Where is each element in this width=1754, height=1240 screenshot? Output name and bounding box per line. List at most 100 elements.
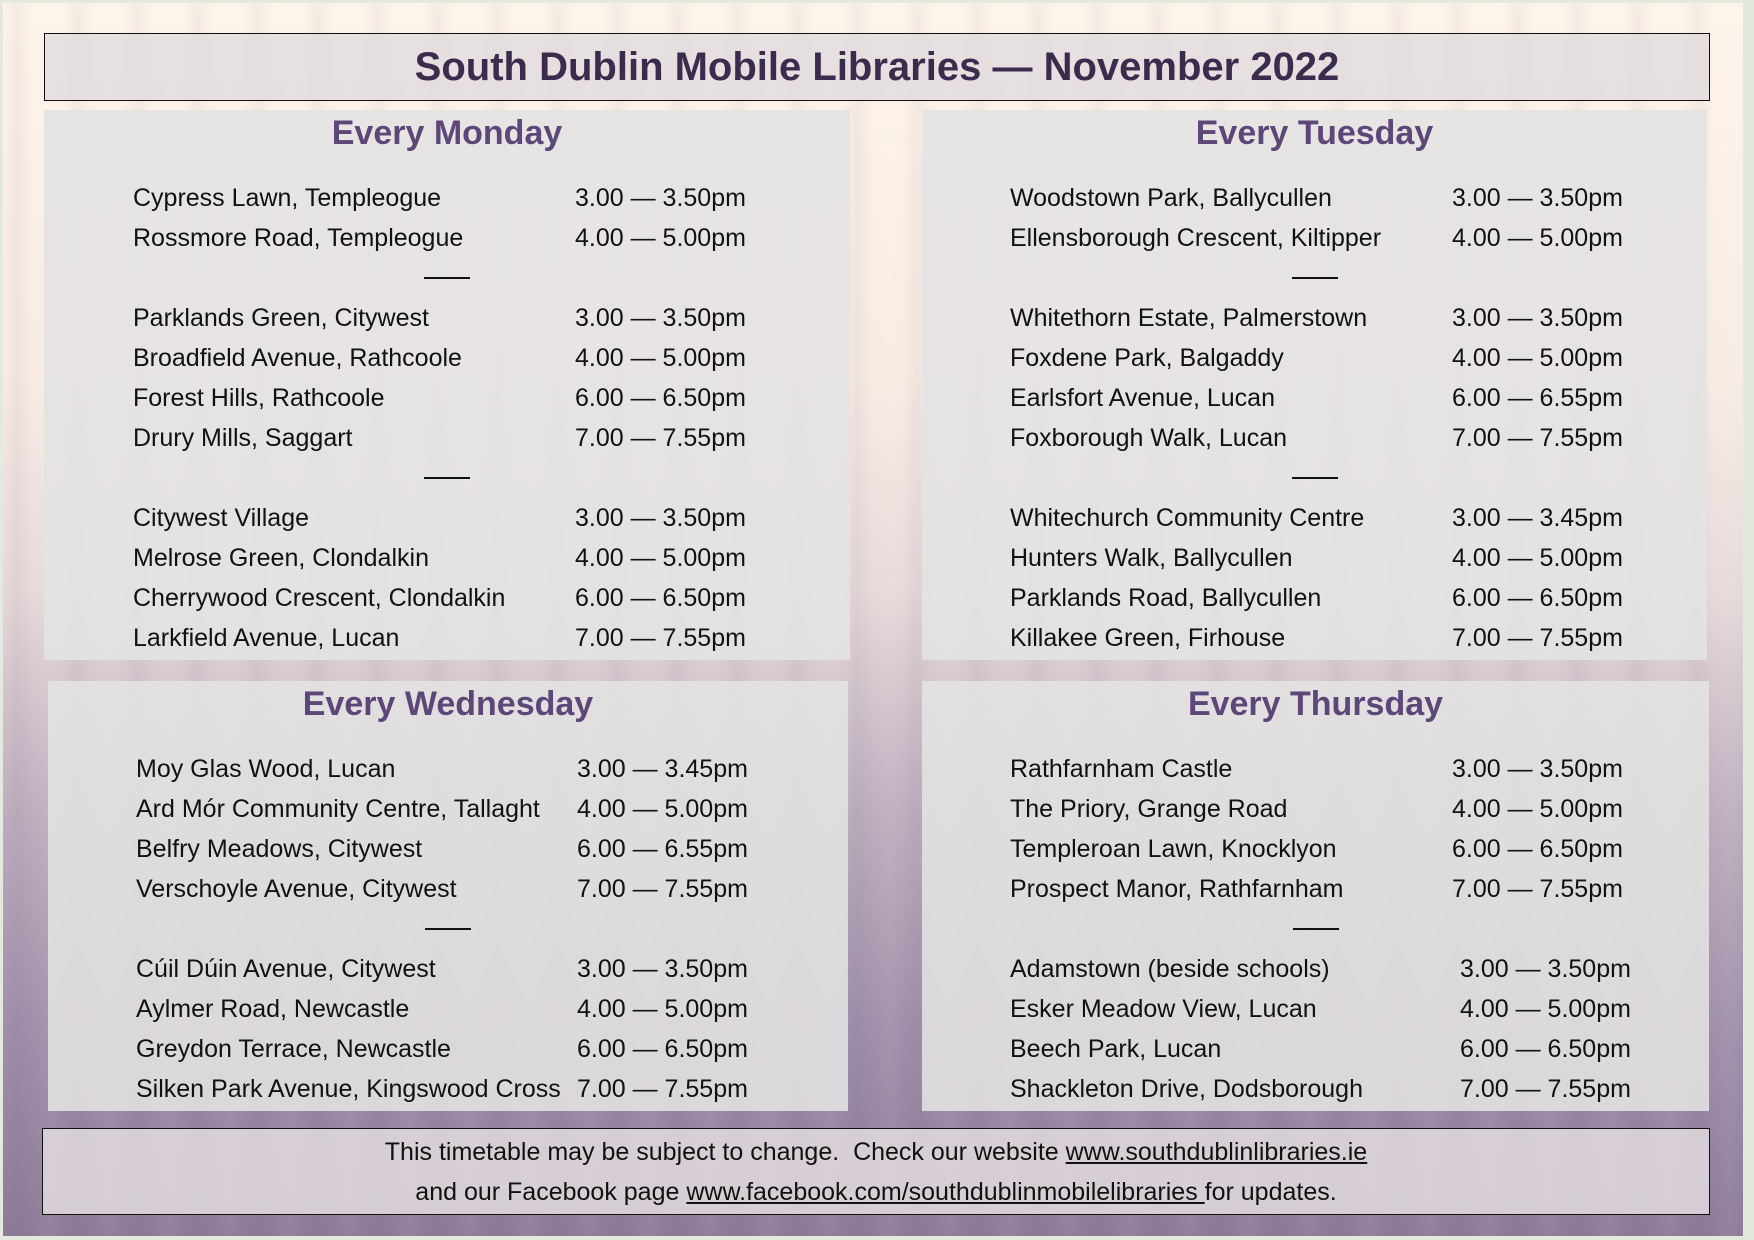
stop-time: 4.00 — 5.00pm: [575, 344, 746, 372]
tuesday-heading: Every Tuesday: [1195, 114, 1434, 152]
schedule-row: Beech Park, Lucan 6.00 — 6.50pm: [922, 1029, 1709, 1069]
stop-time: 6.00 — 6.50pm: [575, 584, 746, 612]
stop-location: Beech Park, Lucan: [1010, 1035, 1222, 1063]
stop-time: 4.00 — 5.00pm: [1452, 344, 1623, 372]
stop-time: 4.00 — 5.00pm: [1452, 795, 1623, 823]
separator-line: [424, 477, 470, 479]
schedule-row: Citywest Village 3.00 — 3.50pm: [44, 498, 850, 538]
footer-text-3: for updates.: [1204, 1178, 1337, 1206]
stop-location: Melrose Green, Clondalkin: [133, 544, 429, 572]
schedule-row: Ellensborough Crescent, Kiltipper 4.00 — …: [922, 218, 1707, 258]
stop-location: Cúil Dúin Avenue, Citywest: [136, 955, 436, 983]
stop-time: 7.00 — 7.55pm: [1452, 875, 1623, 903]
schedule-row: Templeroan Lawn, Knocklyon 6.00 — 6.50pm: [922, 829, 1709, 869]
stop-location: Hunters Walk, Ballycullen: [1010, 544, 1293, 572]
stop-location: Esker Meadow View, Lucan: [1010, 995, 1317, 1023]
stop-location: Rathfarnham Castle: [1010, 755, 1233, 783]
stop-location: Foxborough Walk, Lucan: [1010, 424, 1288, 452]
stop-location: Verschoyle Avenue, Citywest: [136, 875, 457, 903]
thursday-panel: Every Thursday Rathfarnham Castle 3.00 — 3…: [922, 681, 1709, 1111]
schedule-row: Moy Glas Wood, Lucan 3.00 — 3.45pm: [48, 749, 848, 789]
stop-location: Parklands Green, Citywest: [133, 304, 429, 332]
stop-time: 4.00 — 5.00pm: [575, 224, 746, 252]
schedule-row: Adamstown (beside schools) 3.00 — 3.50pm: [922, 949, 1709, 989]
tuesday-panel: Every Tuesday Woodstown Park, Ballycullen…: [922, 110, 1707, 660]
stop-time: 4.00 — 5.00pm: [1452, 224, 1623, 252]
schedule-row: Drury Mills, Saggart 7.00 — 7.55pm: [44, 418, 850, 458]
schedule-row: Woodstown Park, Ballycullen 3.00 — 3.50pm: [922, 178, 1707, 218]
schedule-row: Cypress Lawn, Templeogue 3.00 — 3.50pm: [44, 178, 850, 218]
separator-line: [1291, 477, 1338, 479]
schedule-row: Silken Park Avenue, Kingswood Cross 7.00 …: [48, 1069, 848, 1109]
footer-line-1: This timetable may be subject to change.…: [43, 1132, 1709, 1172]
schedule-row: Greydon Terrace, Newcastle 6.00 — 6.50pm: [48, 1029, 848, 1069]
schedule-row: Prospect Manor, Rathfarnham 7.00 — 7.55pm: [922, 869, 1709, 909]
stop-time: 7.00 — 7.55pm: [1452, 424, 1623, 452]
schedule-row: Belfry Meadows, Citywest 6.00 — 6.55pm: [48, 829, 848, 869]
schedule-row: Broadfield Avenue, Rathcoole 4.00 — 5.00p…: [44, 338, 850, 378]
schedule-row: Melrose Green, Clondalkin 4.00 — 5.00pm: [44, 538, 850, 578]
stop-time: 7.00 — 7.55pm: [575, 624, 746, 652]
group-separator: [44, 258, 850, 298]
stop-time: 7.00 — 7.55pm: [1452, 624, 1623, 652]
stop-time: 4.00 — 5.00pm: [1452, 544, 1623, 572]
stop-location: Rossmore Road, Templeogue: [133, 224, 464, 252]
stop-time: 3.00 — 3.50pm: [577, 955, 748, 983]
schedule-list: Cypress Lawn, Templeogue 3.00 — 3.50pm Ros…: [44, 178, 850, 658]
stop-location: Ellensborough Crescent, Kiltipper: [1010, 224, 1382, 252]
stop-time: 3.00 — 3.50pm: [575, 504, 746, 532]
schedule-list: Woodstown Park, Ballycullen 3.00 — 3.50pm…: [922, 178, 1707, 658]
stop-time: 3.00 — 3.50pm: [575, 304, 746, 332]
stop-location: Cypress Lawn, Templeogue: [133, 184, 442, 212]
stop-time: 7.00 — 7.55pm: [575, 424, 746, 452]
schedule-row: Foxdene Park, Balgaddy 4.00 — 5.00pm: [922, 338, 1707, 378]
schedule-row: Esker Meadow View, Lucan 4.00 — 5.00pm: [922, 989, 1709, 1029]
group-separator: [922, 258, 1707, 298]
facebook-link[interactable]: www.facebook.com/southdublinmobilelibrar…: [686, 1178, 1205, 1206]
footer-line-2: and our Facebook page www.facebook.com/s…: [43, 1172, 1709, 1212]
stop-location: Whitechurch Community Centre: [1010, 504, 1365, 532]
stop-location: Drury Mills, Saggart: [133, 424, 353, 452]
footer-notice: This timetable may be subject to change.…: [42, 1128, 1710, 1215]
stop-location: Cherrywood Crescent, Clondalkin: [133, 584, 506, 612]
stop-time: 3.00 — 3.50pm: [1452, 755, 1623, 783]
stop-location: Killakee Green, Firhouse: [1010, 624, 1286, 652]
stop-time: 3.00 — 3.50pm: [1460, 955, 1631, 983]
timetable-card: South Dublin Mobile Libraries — November…: [3, 3, 1743, 1236]
stop-location: Whitethorn Estate, Palmerstown: [1010, 304, 1368, 332]
stop-location: Foxdene Park, Balgaddy: [1010, 344, 1284, 372]
stop-location: Forest Hills, Rathcoole: [133, 384, 385, 412]
schedule-row: Whitechurch Community Centre 3.00 — 3.45p…: [922, 498, 1707, 538]
stop-time: 6.00 — 6.50pm: [1452, 835, 1623, 863]
group-separator: [48, 909, 848, 949]
thursday-heading: Every Thursday: [1187, 685, 1444, 723]
stop-time: 7.00 — 7.55pm: [1460, 1075, 1631, 1103]
website-link[interactable]: www.southdublinlibraries.ie: [1065, 1138, 1368, 1166]
schedule-row: Verschoyle Avenue, Citywest 7.00 — 7.55pm: [48, 869, 848, 909]
monday-heading: Every Monday: [331, 114, 563, 152]
stop-location: Broadfield Avenue, Rathcoole: [133, 344, 462, 372]
schedule-row: Rathfarnham Castle 3.00 — 3.50pm: [922, 749, 1709, 789]
schedule-row: Killakee Green, Firhouse 7.00 — 7.55pm: [922, 618, 1707, 658]
stop-time: 3.00 — 3.45pm: [577, 755, 748, 783]
stop-location: Parklands Road, Ballycullen: [1010, 584, 1322, 612]
stop-location: Citywest Village: [133, 504, 310, 532]
schedule-row: Cúil Dúin Avenue, Citywest 3.00 — 3.50pm: [48, 949, 848, 989]
stop-time: 7.00 — 7.55pm: [577, 875, 748, 903]
stop-time: 6.00 — 6.55pm: [577, 835, 748, 863]
stop-time: 4.00 — 5.00pm: [1460, 995, 1631, 1023]
schedule-row: Foxborough Walk, Lucan 7.00 — 7.55pm: [922, 418, 1707, 458]
stop-location: Belfry Meadows, Citywest: [136, 835, 423, 863]
stop-location: Larkfield Avenue, Lucan: [133, 624, 400, 652]
stop-location: Moy Glas Wood, Lucan: [136, 755, 396, 783]
stop-location: Ard Mór Community Centre, Tallaght: [136, 795, 540, 823]
stop-time: 6.00 — 6.55pm: [1452, 384, 1623, 412]
schedule-row: Larkfield Avenue, Lucan 7.00 — 7.55pm: [44, 618, 850, 658]
stop-location: Shackleton Drive, Dodsborough: [1010, 1075, 1363, 1103]
schedule-row: Aylmer Road, Newcastle 4.00 — 5.00pm: [48, 989, 848, 1029]
footer-text-1: This timetable may be subject to change.…: [384, 1138, 1066, 1166]
schedule-row: Rossmore Road, Templeogue 4.00 — 5.00pm: [44, 218, 850, 258]
stop-location: Aylmer Road, Newcastle: [136, 995, 410, 1023]
stop-location: Templeroan Lawn, Knocklyon: [1010, 835, 1337, 863]
stop-location: Greydon Terrace, Newcastle: [136, 1035, 451, 1063]
